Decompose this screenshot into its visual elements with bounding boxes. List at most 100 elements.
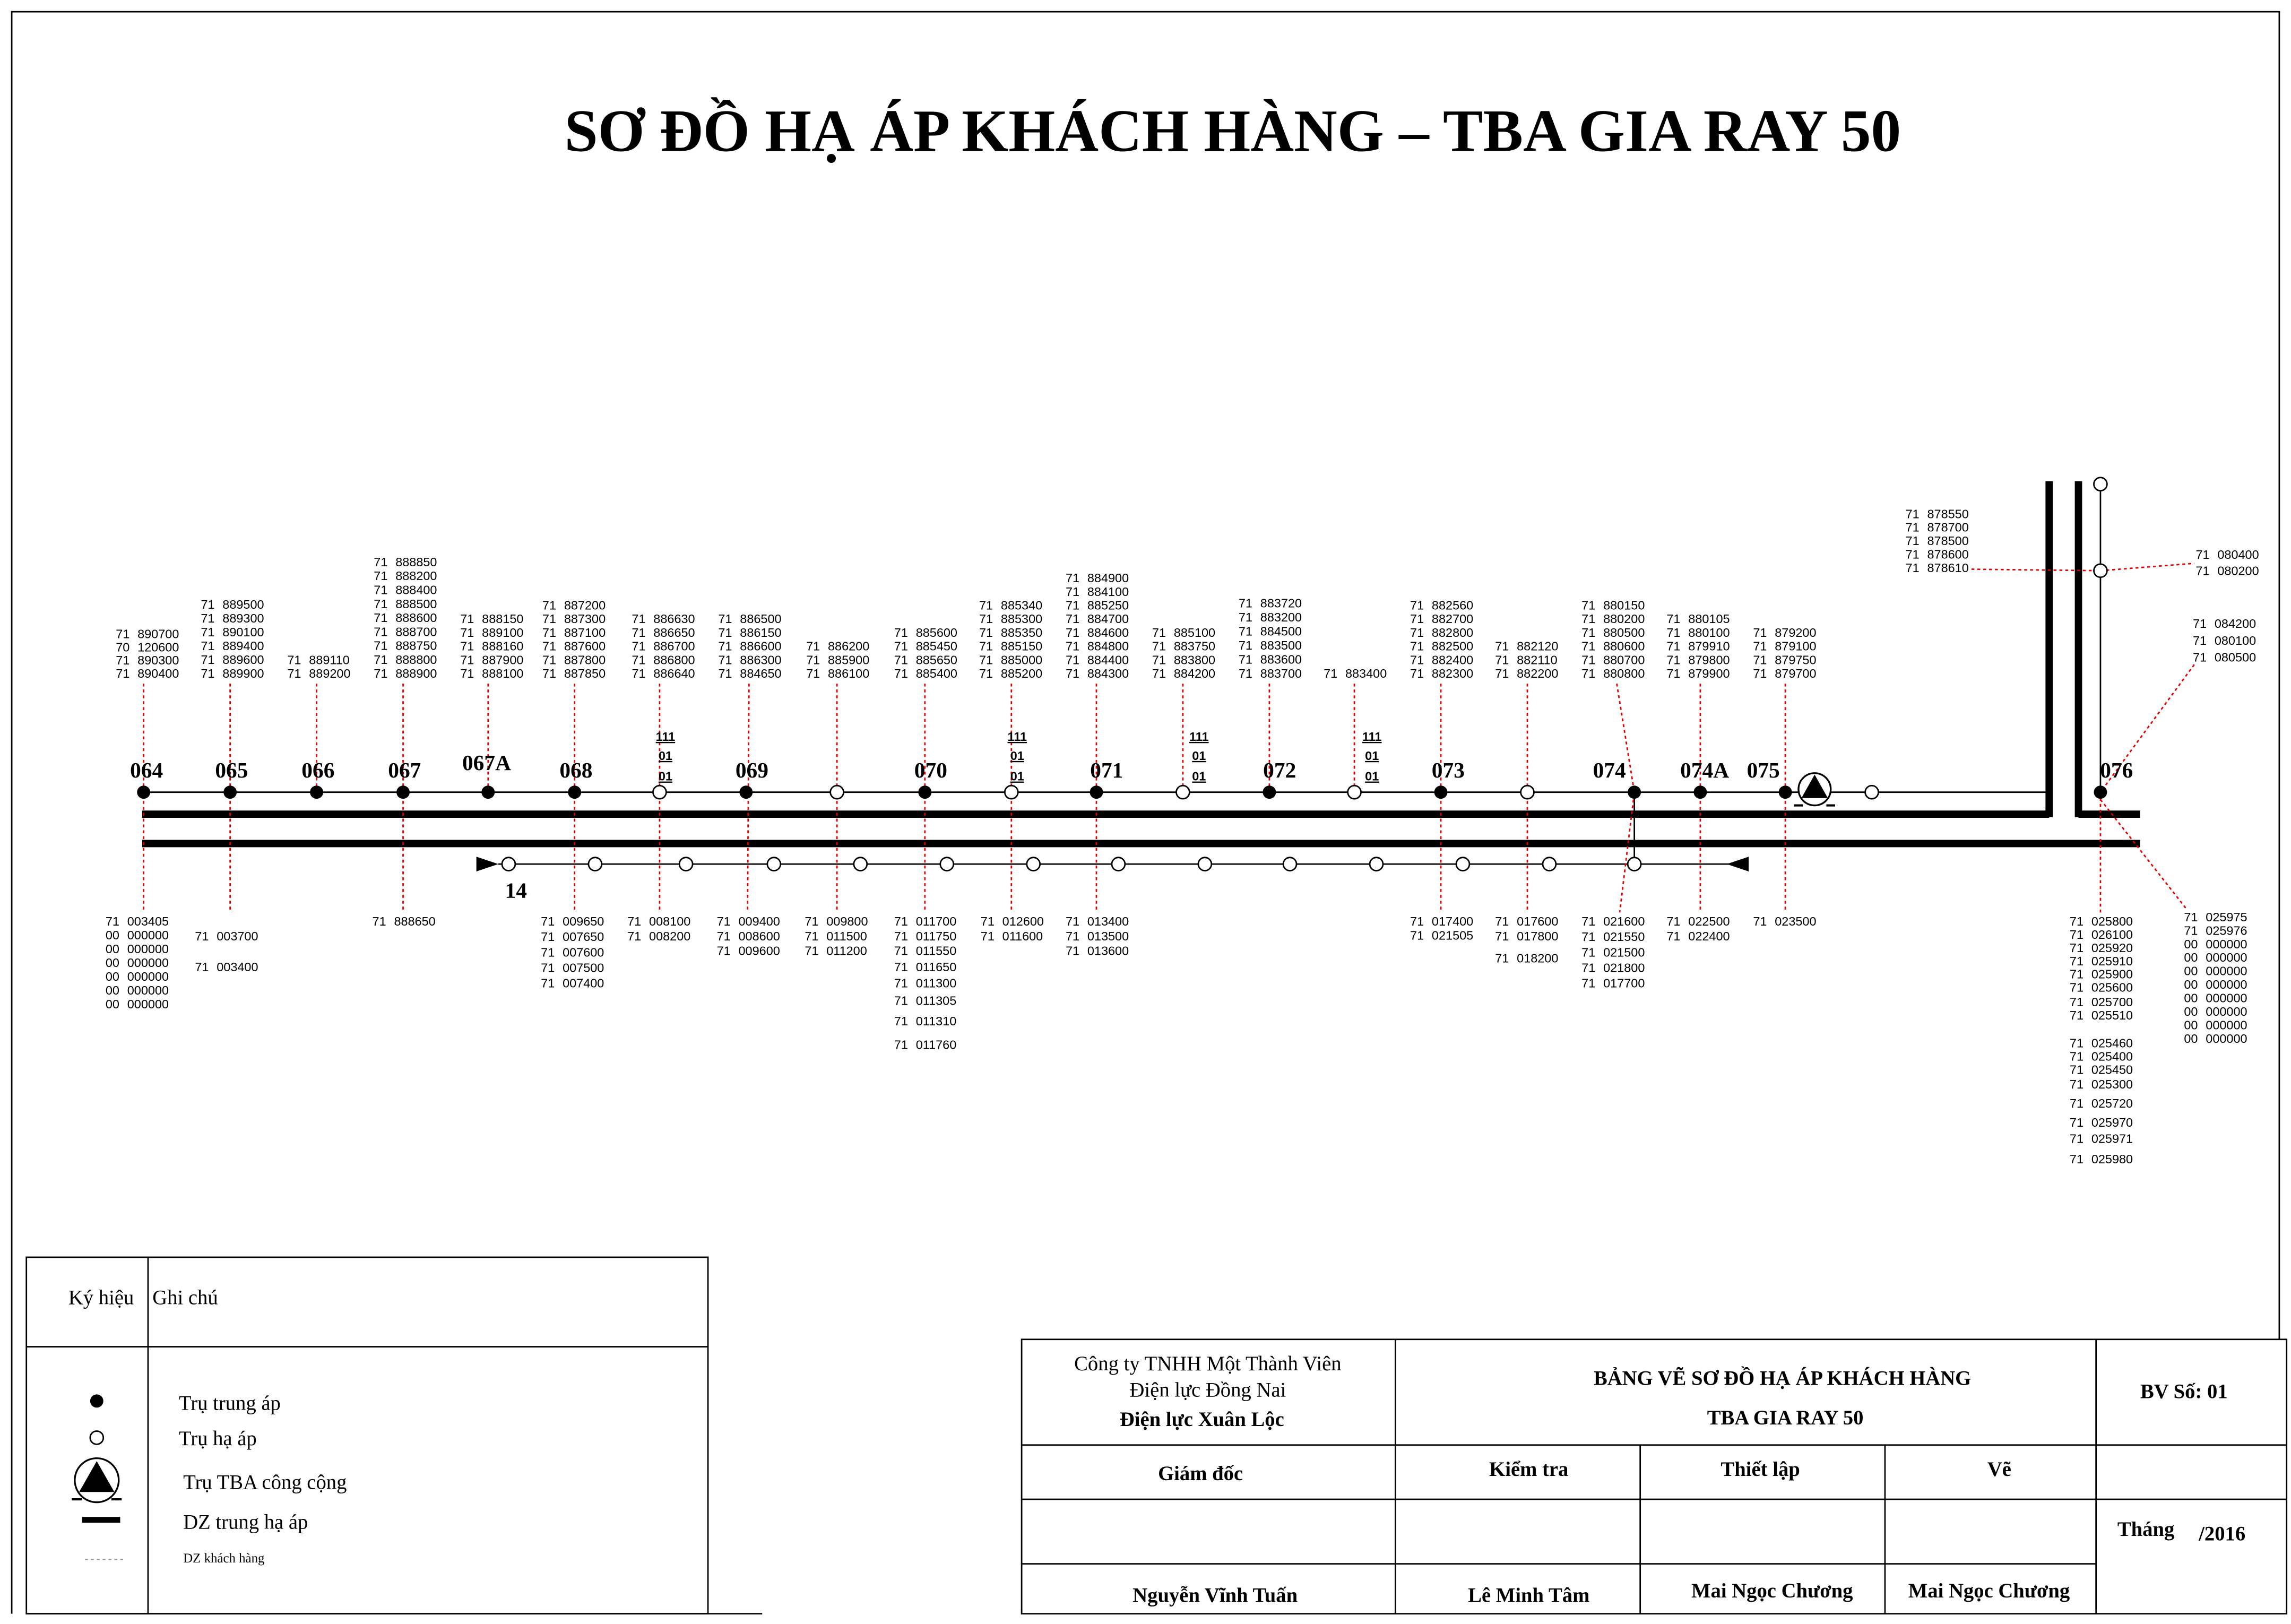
customer-code: 71 888750 — [374, 639, 437, 653]
drawing-number: BV Số: 01 — [2140, 1380, 2228, 1403]
customer-code: 71 021800 — [1581, 961, 1645, 974]
mv-pole-icon — [1434, 785, 1448, 799]
customer-code: 71 021600 — [1581, 914, 1645, 928]
arrow-right-icon — [476, 857, 499, 871]
customer-code: 71 878700 — [1906, 521, 1969, 534]
customer-links — [143, 563, 2195, 913]
customer-code: 71 888500 — [374, 597, 437, 611]
customer-code: 71 880200 — [1581, 612, 1645, 626]
pole-label: 064 — [130, 758, 163, 782]
bottom-pole-row: 14 — [501, 857, 1642, 903]
customer-code: 71 011750 — [894, 929, 956, 943]
customer-code: 71 003400 — [195, 960, 258, 974]
lv-pole-icon — [1627, 857, 1642, 871]
customer-code: 71 883500 — [1239, 638, 1302, 652]
customer-code: 71 890700 — [116, 627, 179, 641]
customer-code: 71 025910 — [2070, 954, 2133, 968]
legend-label: Trụ trung áp — [179, 1392, 281, 1414]
customer-code: 71 886150 — [718, 626, 781, 640]
customer-code: 71 885150 — [979, 640, 1042, 653]
lv-pole-icon — [1175, 784, 1190, 800]
customer-code: 71 882400 — [1410, 653, 1473, 667]
customer-code: 71 879900 — [1666, 667, 1730, 680]
legend: Ký hiệu Ghi chú Trụ trung áp Trụ hạ áp T… — [25, 1256, 763, 1615]
customer-code: 71 009650 — [541, 914, 604, 928]
pole-label: 073 — [1432, 758, 1465, 782]
customer-code: 00 000000 — [106, 983, 169, 997]
pole-label: 065 — [215, 758, 248, 782]
customer-code: 71 878600 — [1906, 548, 1969, 562]
customer-link-line — [2100, 563, 2194, 572]
customer-code: 71 882800 — [1410, 626, 1473, 640]
legend-header-note: Ghi chú — [152, 1286, 218, 1309]
customer-code: 71 013500 — [1066, 929, 1129, 943]
pole-tag: 01 — [1365, 770, 1379, 783]
pole-label: 067 — [388, 758, 421, 782]
customer-code: 71 025600 — [2070, 981, 2133, 995]
pole-label: 076 — [2100, 758, 2133, 782]
customer-code: 71 017800 — [1495, 929, 1558, 943]
customer-code: 71 888160 — [460, 640, 523, 653]
customer-code: 71 880100 — [1666, 626, 1730, 640]
customer-code: 71 025700 — [2070, 995, 2133, 1009]
customer-code: 71 890300 — [116, 653, 179, 667]
customer-code: 71 888900 — [374, 667, 437, 680]
pole-tag: 111 — [1008, 730, 1027, 744]
customer-code: 71 879910 — [1666, 640, 1730, 653]
customer-code: 71 884400 — [1066, 653, 1129, 667]
legend-label: DZ khách hàng — [183, 1551, 264, 1566]
customer-code: 71 883600 — [1239, 653, 1302, 667]
customer-code: 00 000000 — [106, 970, 169, 983]
customer-code: 00 000000 — [2184, 1005, 2247, 1018]
branch-label: 14 — [505, 878, 527, 903]
customer-code: 71 009800 — [805, 914, 868, 928]
customer-code: 71 007500 — [541, 961, 604, 974]
mv-pole-icon — [568, 785, 582, 799]
customer-code: 71 886100 — [806, 667, 869, 680]
role-drafter: Vẽ — [1987, 1458, 2011, 1481]
customer-group: 71 080400 71 080200 — [2195, 548, 2259, 577]
customer-code: 71 885200 — [979, 667, 1042, 680]
mv-pole-icon — [481, 785, 495, 799]
lv-pole-icon — [1455, 857, 1471, 871]
customer-code: 71 021550 — [1581, 930, 1645, 944]
thick-lines — [142, 481, 2140, 848]
customer-code: 71 889400 — [201, 639, 264, 653]
customer-code: 71 888400 — [374, 583, 437, 597]
lv-pole-icon — [939, 857, 955, 871]
customer-code: 71 025720 — [2070, 1096, 2133, 1110]
customer-code: 00 000000 — [2184, 978, 2247, 991]
customer-code: 71 879100 — [1753, 640, 1816, 653]
customer-code: 71 889200 — [287, 667, 350, 680]
customer-code: 71 887900 — [460, 653, 523, 667]
pole-tag: 111 — [1362, 730, 1382, 744]
lv-pole-icon — [853, 857, 868, 871]
customer-code: 71 878500 — [1906, 534, 1969, 548]
pole-label: 069 — [736, 758, 768, 782]
customer-code: 71 888150 — [460, 612, 523, 626]
customer-group: 71 003700 71 003400 — [195, 929, 258, 974]
name-director: Nguyễn Vĩnh Tuấn — [1132, 1585, 1298, 1607]
name-designer: Mai Ngọc Chương — [1691, 1580, 1853, 1602]
customer-code: 71 003405 — [106, 914, 169, 928]
legend-box — [25, 1256, 709, 1615]
customer-link-line — [1616, 683, 1636, 913]
drawing-title: BẢNG VẼ SƠ ĐỒ HẠ ÁP KHÁCH HÀNG — [1594, 1366, 1971, 1389]
customer-code: 71 011200 — [805, 944, 867, 958]
customer-code: 71 008200 — [627, 929, 690, 943]
customer-code: 71 885100 — [1152, 626, 1215, 640]
pole-label: 075 — [1747, 758, 1780, 782]
customer-code: 71 025900 — [2070, 968, 2133, 981]
customer-code: 71 011310 — [894, 1014, 956, 1028]
customer-code: 71 011600 — [981, 929, 1043, 943]
